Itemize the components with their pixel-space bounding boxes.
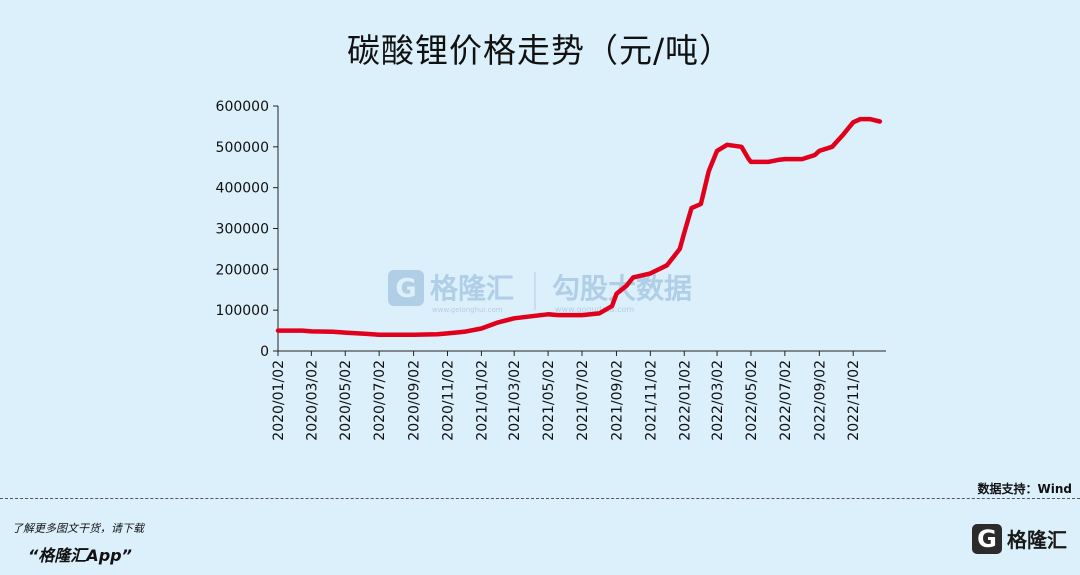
x-tick-label: 2022/07/02 — [778, 360, 794, 441]
watermark: G 格隆汇 www.gelonghui.com 勾股大数据 www.goguda… — [388, 270, 692, 314]
watermark-url-1: www.gelonghui.com — [432, 306, 503, 314]
y-tick-label: 300000 — [216, 222, 269, 238]
x-tick-label: 2022/11/02 — [846, 360, 862, 441]
brand-logo: G 格隆汇 — [972, 522, 1072, 558]
data-source: 数据支持：Wind — [977, 482, 1072, 496]
x-tick-label: 2020/07/02 — [372, 360, 388, 441]
x-tick-label: 2022/03/02 — [710, 360, 726, 441]
y-tick-label: 600000 — [216, 99, 269, 115]
x-tick-label: 2021/01/02 — [474, 360, 490, 441]
watermark-logo-mark — [388, 270, 424, 306]
x-tick-label: 2020/03/02 — [304, 360, 320, 441]
x-tick-label: 2021/03/02 — [507, 360, 523, 441]
x-tick-label: 2021/09/02 — [609, 360, 625, 441]
y-tick-label: 100000 — [216, 303, 269, 319]
logo-mark: G — [972, 524, 1002, 554]
footer-divider — [0, 498, 1080, 499]
x-tick-label: 2021/07/02 — [575, 360, 591, 441]
x-tick-label: 2022/09/02 — [812, 360, 828, 441]
watermark-logo-letter: G — [395, 274, 416, 304]
logo-name: 格隆汇 — [1007, 528, 1067, 552]
x-tick-label: 2020/01/02 — [271, 360, 287, 441]
y-tick-label: 200000 — [216, 262, 269, 278]
chart-title: 碳酸锂价格走势（元/吨） — [346, 31, 734, 70]
watermark-url-2: www.gogudata.com — [555, 305, 634, 314]
y-tick-label: 0 — [260, 344, 269, 360]
y-tick-label: 400000 — [216, 181, 269, 197]
x-tick-label: 2020/05/02 — [338, 360, 354, 441]
x-tick-label: 2022/01/02 — [677, 360, 693, 441]
x-tick-label: 2022/05/02 — [744, 360, 760, 441]
x-tick-label: 2021/05/02 — [541, 360, 557, 441]
y-tick-label: 500000 — [216, 140, 269, 156]
line-chart: G 格隆汇 www.gelonghui.com 勾股大数据 www.goguda… — [216, 99, 886, 441]
footer-tip: 了解更多图文干货，请下载 — [12, 522, 144, 535]
price-series-line — [275, 116, 883, 337]
watermark-brand: 格隆汇 — [430, 272, 514, 305]
x-tick-label: 2021/11/02 — [643, 360, 659, 441]
x-tick-label: 2020/11/02 — [441, 360, 457, 441]
footer-app-name: “格隆汇App” — [28, 546, 132, 565]
x-tick-label: 2020/09/02 — [407, 360, 423, 441]
